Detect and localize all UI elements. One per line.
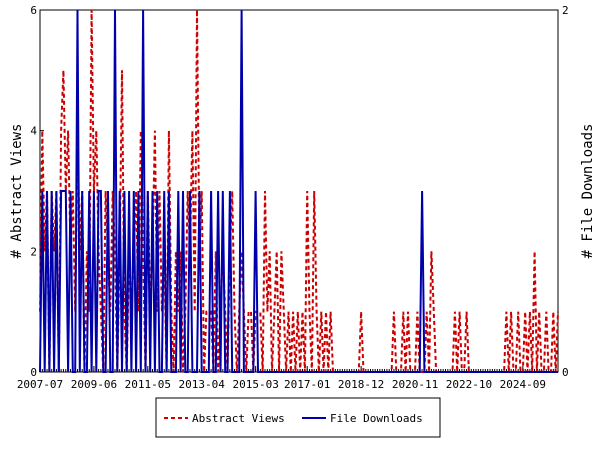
legend-label-abstract-views: Abstract Views <box>192 412 285 425</box>
y-left-tick-label: 2 <box>30 245 37 258</box>
x-tick-label: 2013-04 <box>179 378 226 391</box>
legend: Abstract Views File Downloads <box>155 397 441 438</box>
x-tick-label: 2024-09 <box>500 378 546 391</box>
y-right-tick-label: 0 <box>562 366 569 379</box>
legend-label-file-downloads: File Downloads <box>330 412 423 425</box>
y-left-tick-label: 0 <box>30 366 37 379</box>
y-right-axis-title: # File Downloads <box>580 124 596 259</box>
x-tick-label: 2011-05 <box>125 378 171 391</box>
y-left-tick-label: 6 <box>30 4 37 17</box>
legend-box <box>155 397 441 438</box>
x-tick-label: 2015-03 <box>232 378 278 391</box>
y-left-tick-label: 4 <box>30 125 37 138</box>
series-lines <box>39 9 559 373</box>
y-right-tick-label: 2 <box>562 4 569 17</box>
x-tick-label: 2007-07 <box>17 378 63 391</box>
x-tick-label: 2017-01 <box>284 378 330 391</box>
x-tick-label: 2018-12 <box>338 378 384 391</box>
x-tick-label: 2009-06 <box>71 378 117 391</box>
series-line-file-downloads <box>39 9 558 373</box>
x-tick-label: 2020-11 <box>392 378 438 391</box>
x-tick-label: 2022-10 <box>446 378 492 391</box>
y-left-axis-title: # Abstract Views <box>9 124 25 259</box>
